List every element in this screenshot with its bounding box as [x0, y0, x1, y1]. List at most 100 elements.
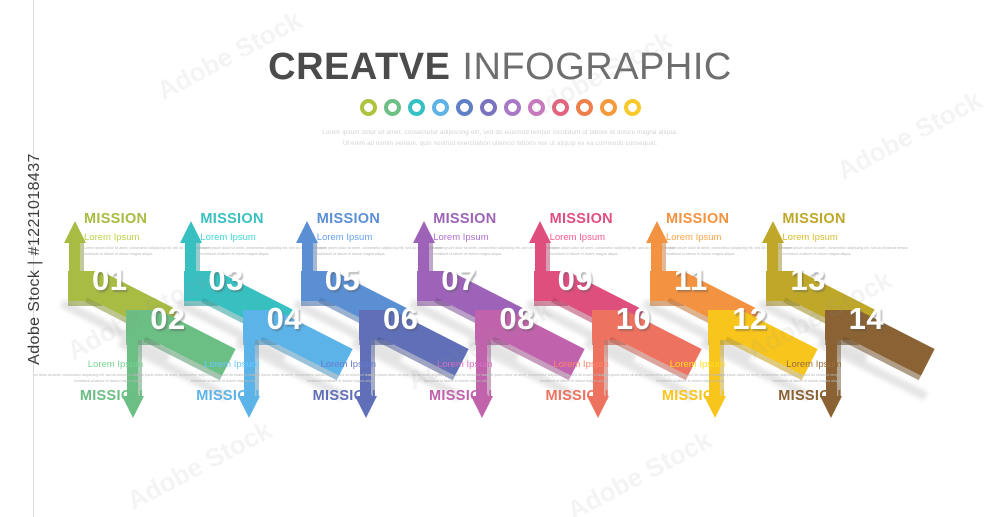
step-body-text: Lorem ipsum dolor sit amet, consectetur … [599, 373, 726, 383]
band-shoulder-edge [300, 301, 335, 306]
step-mission-label: MISSION [666, 211, 730, 227]
step-mission-label: MISSION [778, 387, 842, 404]
step-mission-label: MISSION [200, 211, 264, 227]
step-body-text: Lorem ipsum dolor sit amet, consectetur … [84, 246, 211, 256]
arrow-stem-edge [196, 243, 201, 271]
subtitle-line-2: Ut enim ad minim veniam, quis nostrud ex… [342, 140, 658, 148]
arrow-head-up-icon [761, 221, 784, 243]
band-shoulder-edge [766, 301, 801, 306]
step-subtitle: Lorem Ipsum [200, 231, 256, 243]
step-subtitle: Lorem Ipsum [204, 359, 260, 370]
step-body-text: Lorem ipsum dolor sit amet, consectetur … [715, 373, 842, 383]
arrow-head-up-icon [645, 221, 668, 243]
arrow-stem-edge [80, 243, 84, 271]
step-number: 06 [383, 301, 419, 336]
step-caption: MISSION Lorem Ipsum Lorem ipsum dolor sit … [316, 211, 452, 257]
step-caption: Lorem Ipsum Lorem ipsum dolor sit amet, c… [707, 355, 842, 404]
step-mission-label: MISSION [549, 211, 613, 227]
page-title: CREATVE INFOGRAPHIC [0, 48, 1000, 86]
header-dot-12 [623, 99, 641, 116]
step-body-text: Lorem ipsum dolor sit amet, consectetur … [133, 373, 260, 383]
header-dot-1 [359, 99, 377, 116]
header-dot-7 [503, 99, 521, 116]
step-caption: Lorem Ipsum Lorem ipsum dolor sit amet, c… [357, 355, 492, 404]
arrow-stem [825, 340, 841, 396]
step-body-text: Lorem ipsum dolor sit amet, consectetur … [249, 373, 376, 383]
step-caption: MISSION Lorem Ipsum Lorem ipsum dolor sit … [549, 211, 685, 257]
step-caption: Lorem Ipsum Lorem ipsum dolor sit amet, c… [241, 355, 376, 404]
step-caption: Lorem Ipsum Lorem ipsum dolor sit amet, c… [8, 355, 143, 404]
step-caption: Lorem Ipsum Lorem ipsum dolor sit amet, c… [125, 355, 260, 404]
step-subtitle: Lorem Ipsum [436, 359, 493, 370]
arrow-stem-edge [371, 340, 375, 396]
header: CREATVE INFOGRAPHIC Lorem ipsum dolor sit… [0, 0, 1000, 150]
arrow-stem [767, 243, 783, 271]
step-number: 02 [150, 301, 186, 336]
arrow-stem [185, 243, 201, 271]
arrow-stem [243, 340, 259, 396]
step-number: 03 [208, 262, 244, 297]
arrow-stem-edge [836, 340, 841, 396]
step-number: 11 [674, 262, 708, 297]
arrow-head-down-icon [703, 396, 726, 418]
arrow-stem-edge [662, 243, 666, 271]
step-mission-label: MISSION [429, 387, 493, 404]
step-number: 08 [499, 301, 535, 336]
step-caption: Lorem Ipsum Lorem ipsum dolor sit amet, c… [474, 355, 609, 404]
arrow-stem-edge [720, 340, 725, 396]
arrow-stem [476, 340, 492, 396]
header-dot-8 [527, 99, 545, 116]
step-mission-label: MISSION [782, 211, 846, 227]
header-dot-9 [551, 99, 569, 116]
arrow-head-down-icon [470, 396, 493, 418]
step-subtitle: Lorem Ipsum [316, 231, 373, 243]
arrow-head-down-icon [121, 396, 144, 418]
step-body-text: Lorem ipsum dolor sit amet, consectetur … [482, 373, 609, 383]
watermark-strip: Adobe Stock | #1221018437 [0, 0, 43, 517]
arrow-stem-edge [138, 340, 143, 396]
arrow-head-down-icon [238, 396, 261, 418]
step-number: 01 [92, 262, 128, 297]
arrow-stem-edge [312, 243, 317, 271]
step-number: 13 [790, 262, 826, 297]
step-mission-label: MISSION [79, 387, 144, 404]
step-caption: Lorem Ipsum Lorem ipsum dolor sit amet, c… [590, 355, 725, 404]
arrow-stem [534, 243, 550, 271]
step-mission-label: MISSION [196, 387, 260, 404]
subtitle: Lorem ipsum dolor sit amet, consectetur … [0, 127, 1000, 150]
step-body-text: Lorem ipsum dolor sit amet, consectetur … [366, 373, 493, 383]
subtitle-line-1: Lorem ipsum dolor sit amet, consectetur … [322, 129, 678, 136]
arrow-stem-edge [603, 340, 608, 396]
band-shoulder-edge [68, 301, 102, 306]
band-shoulder-edge [708, 340, 743, 345]
arrow-head-up-icon [296, 221, 319, 243]
band-shoulder-edge [417, 301, 452, 306]
step-number: 07 [441, 262, 477, 297]
step-subtitle: Lorem Ipsum [320, 359, 376, 370]
title-light: INFOGRAPHIC [462, 46, 732, 88]
arrow-head-up-icon [63, 221, 86, 243]
arrow-head-up-icon [412, 221, 435, 243]
header-dot-5 [455, 99, 473, 116]
step-subtitle: Lorem Ipsum [433, 231, 489, 243]
header-dot-6 [479, 99, 497, 116]
band-shoulder-edge [184, 301, 219, 306]
band-shoulder-edge [591, 340, 626, 345]
arrow-stem-edge [429, 243, 434, 271]
step-body-text: Lorem ipsum dolor sit amet, consectetur … [433, 246, 560, 256]
step-subtitle: Lorem Ipsum [87, 359, 144, 370]
step-body-text: Lorem ipsum dolor sit amet, consectetur … [316, 246, 443, 256]
header-dot-11 [599, 99, 617, 116]
arrow-stem-edge [487, 340, 492, 396]
arrow-stem [592, 340, 608, 396]
step-body-text: Lorem ipsum dolor sit amet, consectetur … [549, 246, 676, 256]
arrow-stem [69, 243, 84, 271]
step-body-text: Lorem ipsum dolor sit amet, consectetur … [666, 246, 793, 256]
arrow-stem [127, 340, 143, 396]
strip-divider [33, 0, 34, 517]
arrow-head-up-icon [179, 221, 202, 243]
band-shoulder-edge [359, 340, 393, 345]
header-dot-10 [575, 99, 593, 116]
band-shoulder-edge [650, 301, 684, 306]
